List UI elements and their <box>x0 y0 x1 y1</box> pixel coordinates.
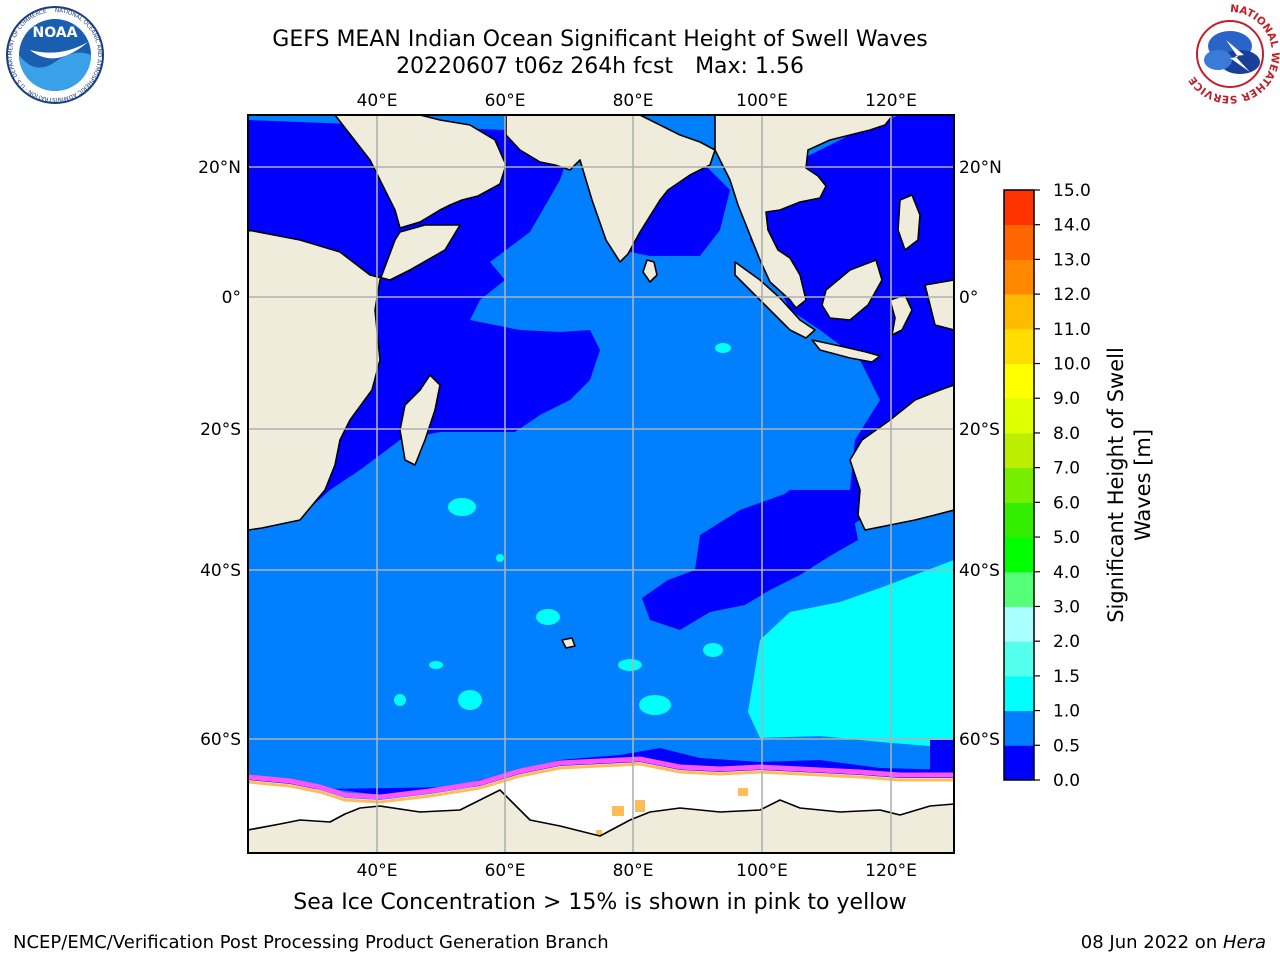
colorbar-tick-label: 3.0 <box>1053 597 1080 617</box>
colorbar-band <box>1004 537 1034 573</box>
land-masses <box>248 115 954 853</box>
max-label: Max: 1.56 <box>695 54 804 79</box>
lon-tick-label: 40°E <box>357 861 398 881</box>
colorbar-tick-label: 14.0 <box>1053 216 1091 236</box>
run-date-label: 20220607 t06z 264h fcst <box>396 54 674 79</box>
colorbar-tick-label: 15.0 <box>1053 181 1091 201</box>
colorbar-label-line2: Waves [m] <box>1131 429 1155 541</box>
land-sumatra <box>734 261 816 339</box>
colorbar-tick-label: 1.0 <box>1053 702 1080 722</box>
colorbar-tick-label: 11.0 <box>1053 320 1091 340</box>
sea-ice-edge-orange <box>248 762 954 804</box>
land-india <box>505 115 716 263</box>
footer-credit: NCEP/EMC/Verification Post Processing Pr… <box>13 932 609 953</box>
lat-tick-label: 60°S <box>200 730 241 750</box>
lon-tick-label: 80°E <box>613 91 654 111</box>
colorbar-band <box>1004 675 1034 712</box>
lon-tick-label: 60°E <box>485 861 526 881</box>
lat-ticks-right: 20°N 0° 20°S 40°S 60°S <box>959 158 1002 750</box>
lat-tick-label: 20°S <box>200 420 241 440</box>
colorbar-band <box>1004 606 1034 642</box>
land-kerguelen <box>561 637 576 649</box>
lon-tick-label: 40°E <box>357 91 398 111</box>
sea-ice-edge-pink <box>248 756 954 800</box>
lat-ticks-left: 20°N 0° 20°S 40°S 60°S <box>198 158 241 750</box>
land-se-asia <box>714 115 894 309</box>
colorbar-tick-label: 10.0 <box>1053 355 1091 375</box>
lon-tick-label: 60°E <box>485 91 526 111</box>
land-australia <box>849 384 954 531</box>
lon-tick-label: 100°E <box>736 861 788 881</box>
lon-ticks-top: 40°E 60°E 80°E 100°E 120°E <box>357 91 917 111</box>
land-sri-lanka <box>642 259 658 283</box>
map-frame <box>247 114 955 854</box>
lat-tick-label: 60°S <box>959 730 1000 750</box>
land-borneo <box>821 259 883 321</box>
colorbar-tick-label: 7.0 <box>1053 459 1080 479</box>
land-sulawesi <box>889 294 913 336</box>
colorbar-tick-label: 5.0 <box>1053 528 1080 548</box>
footer-date-text: 08 Jun 2022 on <box>1080 932 1223 953</box>
colorbar-tick-label: 1.5 <box>1053 667 1080 687</box>
land-java <box>811 339 881 363</box>
lat-tick-label: 20°S <box>959 420 1000 440</box>
colorbar-band <box>1004 259 1034 295</box>
noaa-logo: NOAA NATIONAL OCEANIC AND ATMOSPHERIC AD… <box>6 6 104 104</box>
sea-ice-caption: Sea Ice Concentration > 15% is shown in … <box>293 890 907 915</box>
swell-1_0-1_5-southeast <box>748 560 954 748</box>
colorbar-frame <box>1003 189 1035 781</box>
lat-tick-label: 40°S <box>200 561 241 581</box>
colorbar-band <box>1004 363 1034 399</box>
colorbar-tick-label: 4.0 <box>1053 563 1080 583</box>
colorbar-band <box>1004 710 1034 746</box>
footer-machine: Hera <box>1222 932 1266 953</box>
swell-1_0-1_5-patches <box>394 343 731 715</box>
colorbar-label-line1: Significant Height of Swell <box>1104 347 1128 623</box>
colorbar-band <box>1004 745 1034 781</box>
colorbar-band <box>1004 190 1034 226</box>
colorbar-tick-label: 0.0 <box>1053 771 1080 791</box>
map-graticule <box>248 115 954 853</box>
lon-tick-label: 120°E <box>865 861 917 881</box>
colorbar-band <box>1004 432 1034 469</box>
land-east-africa <box>248 224 461 531</box>
sea-ice-orange-patches <box>596 788 748 835</box>
noaa-logo-text: NOAA <box>33 25 78 41</box>
lat-tick-label: 40°S <box>959 561 1000 581</box>
lat-tick-label: 0° <box>222 288 241 308</box>
lat-tick-label: 20°N <box>959 158 1002 178</box>
land-philippines <box>897 194 921 251</box>
colorbar-band <box>1004 294 1034 330</box>
lat-tick-label: 20°N <box>198 158 241 178</box>
chart-subtitle: 20220607 t06z 264h fcst Max: 1.56 <box>200 54 1000 80</box>
colorbar-band <box>1004 571 1034 607</box>
lat-tick-label: 0° <box>959 288 978 308</box>
lon-ticks-bottom: 40°E 60°E 80°E 100°E 120°E <box>357 861 917 881</box>
colorbar: 0.0 0.5 1.0 1.5 2.0 3.0 4.0 5.0 6.0 7.0 8.0 9.0 10.0… <box>1003 181 1091 791</box>
nws-logo: NATIONAL WEATHER SERVICE <box>1182 3 1280 105</box>
colorbar-band <box>1004 502 1034 538</box>
colorbar-band <box>1004 641 1034 677</box>
colorbar-band <box>1004 398 1034 434</box>
land-madagascar <box>399 374 441 466</box>
colorbar-tick-label: 13.0 <box>1053 250 1091 270</box>
colorbar-tick-label: 0.5 <box>1053 736 1080 756</box>
colorbar-tick-label: 12.0 <box>1053 285 1091 305</box>
colorbar-tick-label: 8.0 <box>1053 424 1080 444</box>
colorbar-band <box>1004 224 1034 260</box>
lon-tick-label: 100°E <box>736 91 788 111</box>
lon-tick-label: 80°E <box>613 861 654 881</box>
footer-date: 08 Jun 2022 on Hera <box>1081 932 1266 953</box>
land-antarctica <box>248 789 954 853</box>
colorbar-tick-label: 6.0 <box>1053 493 1080 513</box>
lon-tick-label: 120°E <box>865 91 917 111</box>
colorbar-tick-label: 9.0 <box>1053 389 1080 409</box>
colorbar-band <box>1004 467 1034 503</box>
colorbar-tick-label: 2.0 <box>1053 632 1080 652</box>
land-east-islands <box>924 279 954 331</box>
colorbar-band <box>1004 328 1034 365</box>
map-panel <box>248 115 954 853</box>
chart-title: GEFS MEAN Indian Ocean Significant Heigh… <box>272 27 928 52</box>
